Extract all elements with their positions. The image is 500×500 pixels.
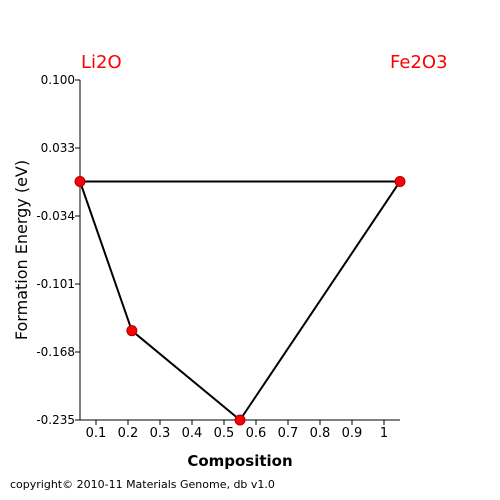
x-tick-label: 0.2 <box>118 426 139 441</box>
y-tick-label: 0.033 <box>41 141 75 155</box>
y-tick-label: 0.100 <box>41 73 75 87</box>
y-axis-label: Formation Energy (eV) <box>12 160 31 340</box>
endpoint-label-left: Li2O <box>81 52 122 73</box>
x-tick-label: 0.3 <box>150 426 171 441</box>
y-ticks: 0.100 0.033 -0.034 -0.101 -0.168 -0.235 <box>36 73 80 427</box>
x-tick-label: 0.7 <box>278 426 299 441</box>
hull-line <box>239 180 401 421</box>
x-tick-label: 0.4 <box>182 426 203 441</box>
x-tick-label: 1 <box>380 426 388 441</box>
data-points <box>74 175 406 426</box>
data-point[interactable] <box>74 175 86 187</box>
y-tick-label: -0.034 <box>36 209 75 223</box>
data-point[interactable] <box>126 325 138 337</box>
x-tick-label: 0.6 <box>246 426 267 441</box>
data-point[interactable] <box>394 175 406 187</box>
y-tick-label: -0.235 <box>36 413 75 427</box>
x-ticks: 0.1 0.2 0.3 0.4 0.5 0.6 0.7 0.8 0.9 1 <box>86 420 388 441</box>
x-tick-label: 0.9 <box>342 426 363 441</box>
copyright-text: copyright© 2010-11 Materials Genome, db … <box>10 478 275 491</box>
x-tick-label: 0.5 <box>214 426 235 441</box>
x-tick-label: 0.8 <box>310 426 331 441</box>
hull-lines <box>79 180 401 421</box>
data-point[interactable] <box>234 414 246 426</box>
hull-line <box>131 329 241 421</box>
hull-line <box>79 181 133 332</box>
y-tick-label: -0.101 <box>36 277 75 291</box>
endpoint-label-right: Fe2O3 <box>390 52 448 73</box>
y-tick-label: -0.168 <box>36 345 75 359</box>
x-axis-label: Composition <box>187 452 292 470</box>
x-tick-label: 0.1 <box>86 426 107 441</box>
